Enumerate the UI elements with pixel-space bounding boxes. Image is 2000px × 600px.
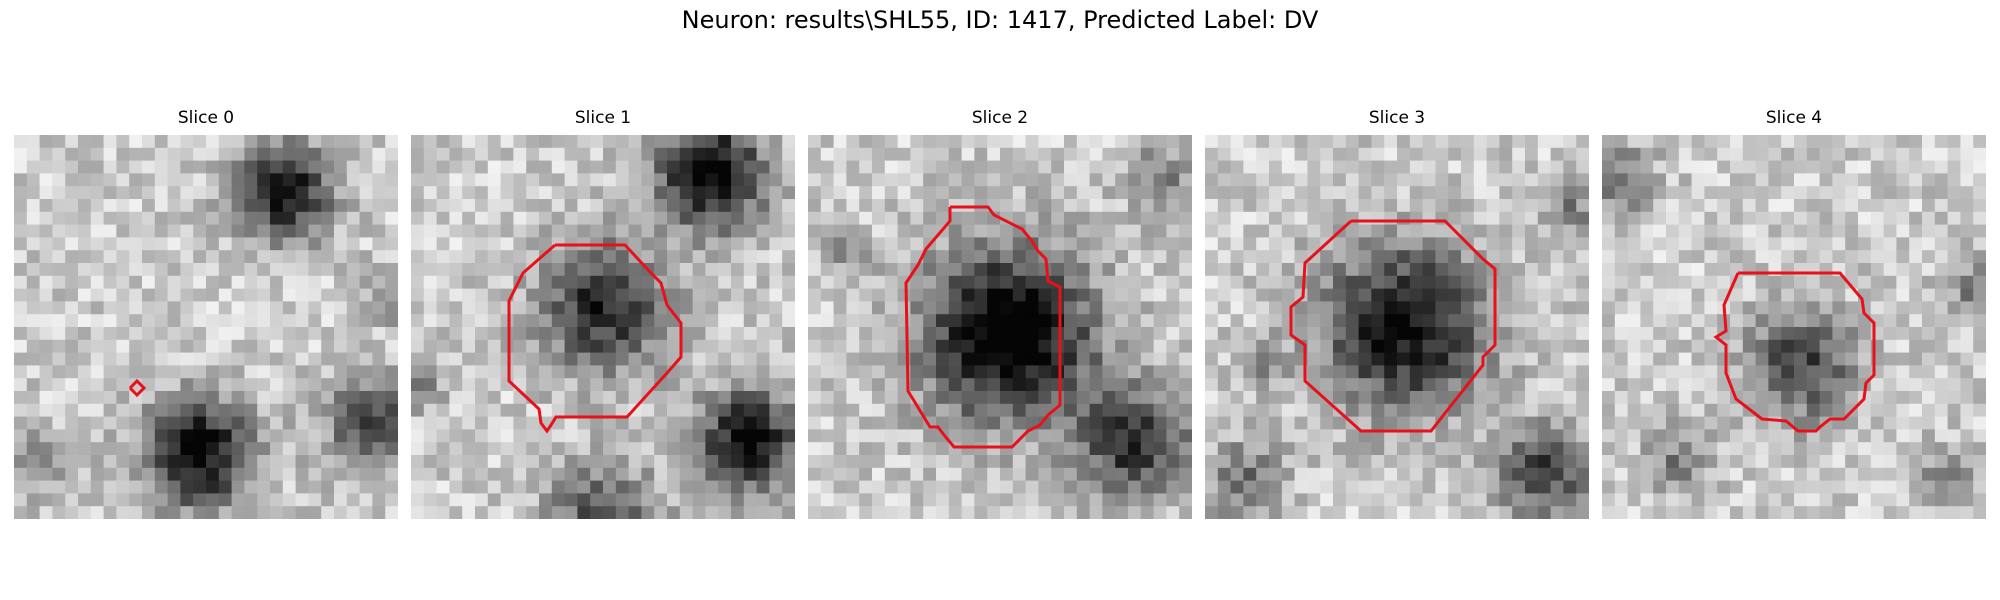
figure-title: Neuron: results\SHL55, ID: 1417, Predict… (681, 6, 1319, 34)
slice-image-3 (1205, 135, 1589, 519)
slice-pixels-1 (411, 135, 795, 519)
slice-image-4 (1602, 135, 1986, 519)
slice-title-3: Slice 3 (1368, 108, 1426, 128)
roi-contour-0 (128, 378, 147, 398)
roi-contour-3 (1289, 219, 1497, 433)
slice-image-2 (808, 135, 1192, 519)
slice-title-2: Slice 2 (971, 108, 1029, 128)
slice-image-1 (411, 135, 795, 519)
slice-pixels-4 (1602, 135, 1986, 519)
slice-pixels-2 (808, 135, 1192, 519)
slice-title-1: Slice 1 (574, 108, 632, 128)
roi-contour-4 (1713, 271, 1876, 433)
roi-contour-1 (507, 243, 683, 434)
slice-pixels-0 (14, 135, 398, 519)
slice-pixels-3 (1205, 135, 1589, 519)
roi-contour-2 (904, 205, 1062, 449)
slice-title-4: Slice 4 (1765, 108, 1823, 128)
slice-title-0: Slice 0 (177, 108, 235, 128)
slice-image-0 (14, 135, 398, 519)
